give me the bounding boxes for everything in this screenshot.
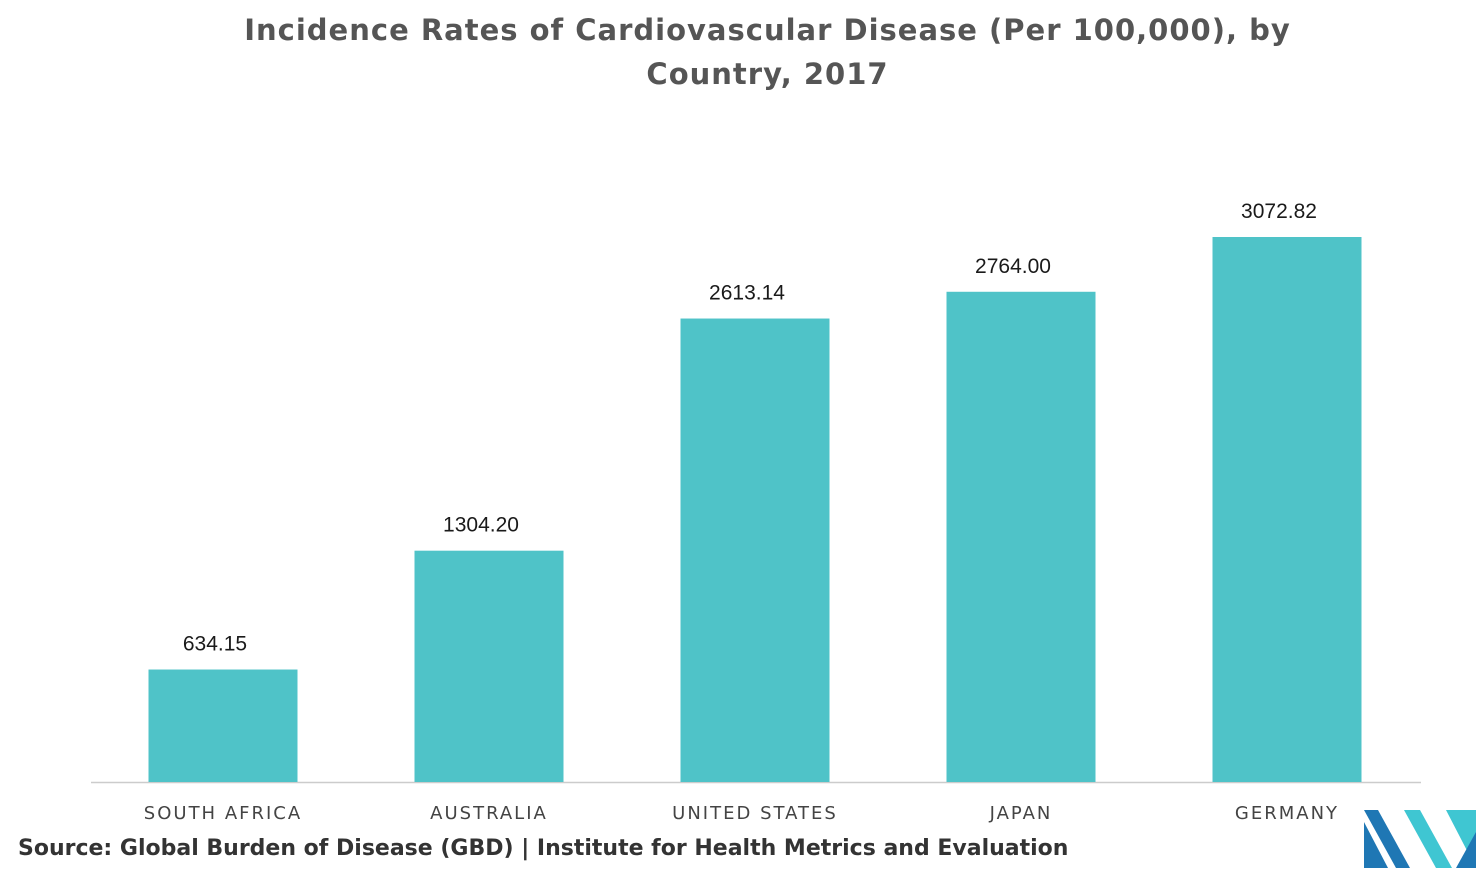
- chart-title: Incidence Rates of Cardiovascular Diseas…: [0, 8, 1477, 96]
- logo-shape-left: [1364, 810, 1410, 868]
- data-label: 3072.82: [1241, 200, 1317, 223]
- mordor-logo-icon: [1364, 810, 1476, 868]
- x-tick-label: SOUTH AFRICA: [144, 803, 302, 824]
- x-tick-label: JAPAN: [989, 803, 1053, 824]
- chart-title-line-1: Incidence Rates of Cardiovascular Diseas…: [244, 13, 1291, 47]
- bar-australia: [414, 550, 564, 782]
- bar-united-states: [680, 318, 830, 782]
- data-label: 2764.00: [975, 255, 1051, 278]
- bar-japan: [946, 291, 1096, 782]
- source-note: Source: Global Burden of Disease (GBD) |…: [18, 836, 1069, 861]
- logo-shape-left-tail: [1364, 822, 1388, 868]
- x-tick-label: GERMANY: [1235, 803, 1339, 824]
- bar-germany: [1212, 237, 1362, 782]
- data-label: 1304.20: [443, 514, 519, 537]
- data-label: 634.15: [183, 633, 247, 656]
- x-tick-label: AUSTRALIA: [430, 803, 548, 824]
- chart-title-line-2: Country, 2017: [646, 57, 889, 91]
- bar-south-africa: [148, 669, 298, 782]
- x-tick-label: UNITED STATES: [672, 803, 838, 824]
- logo-shape-bottom: [1456, 832, 1476, 868]
- logo-shape-middle: [1404, 810, 1452, 868]
- data-label: 2613.14: [709, 282, 785, 305]
